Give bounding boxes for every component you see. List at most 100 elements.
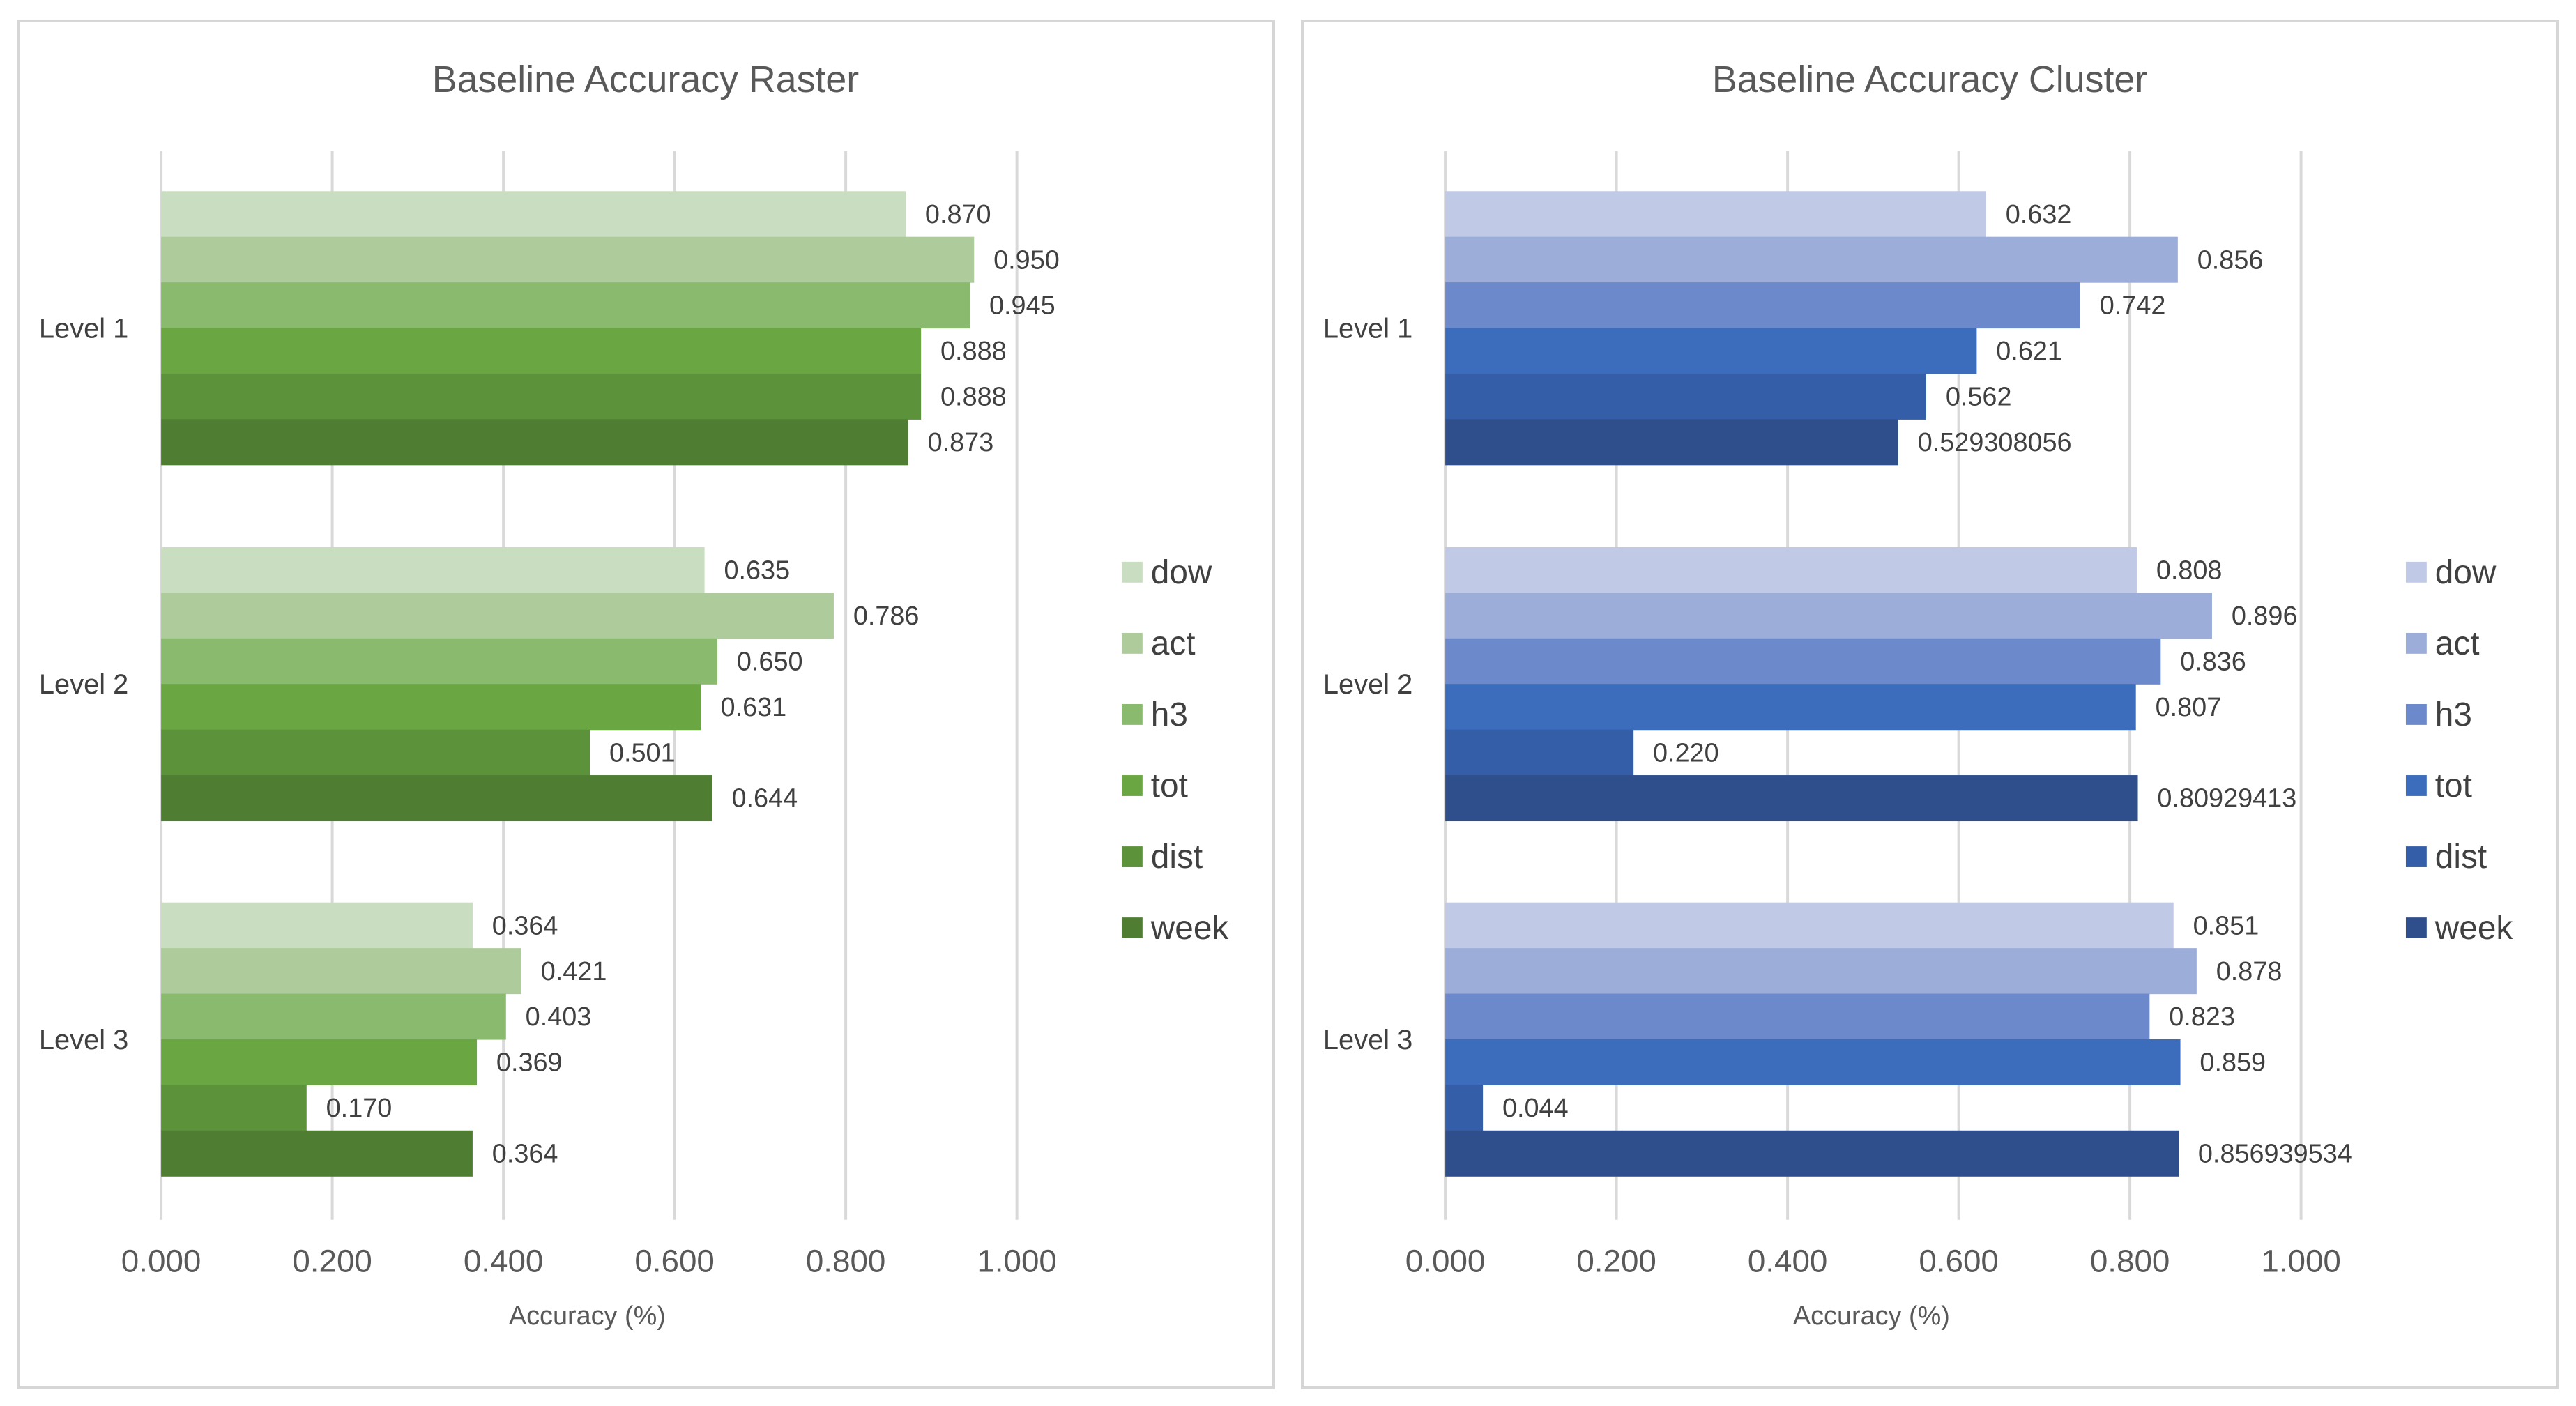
legend-label: dow: [2435, 554, 2497, 591]
data-label: 0.856: [2197, 245, 2264, 275]
bar-dist: [161, 729, 590, 776]
x-tick-label: 0.000: [1405, 1243, 1486, 1278]
category-label: Level 3: [39, 1025, 128, 1055]
data-label: 0.364: [492, 911, 558, 940]
bar-week: [161, 775, 712, 822]
bar-dow: [1445, 902, 2174, 949]
x-tick-label: 0.200: [1576, 1243, 1656, 1278]
data-label: 0.878: [2216, 957, 2282, 986]
bar-act: [1445, 948, 2197, 995]
x-tick-label: 0.400: [1748, 1243, 1828, 1278]
bar-tot: [161, 684, 701, 731]
data-label: 0.873: [928, 428, 994, 457]
bar-dist: [1445, 1085, 1484, 1131]
legend-swatch-week: [2405, 917, 2427, 939]
data-label: 0.870: [925, 200, 991, 229]
data-label: 0.950: [993, 245, 1060, 275]
bar-dow: [1445, 191, 1986, 238]
chart-title: Baseline Accuracy Raster: [432, 59, 859, 100]
data-label: 0.364: [492, 1139, 558, 1168]
bar-tot: [161, 1039, 478, 1085]
bar-h3: [1445, 993, 2150, 1040]
bar-dow: [161, 902, 473, 949]
legend-label: h3: [2435, 696, 2472, 733]
bar-h3: [1445, 282, 2080, 329]
legend-label: dist: [2435, 839, 2487, 876]
bar-act: [161, 948, 521, 995]
x-tick-label: 1.000: [2261, 1243, 2341, 1278]
x-tick-label: 0.800: [806, 1243, 886, 1278]
data-label: 0.856939534: [2198, 1139, 2352, 1168]
bar-tot: [1445, 328, 1977, 374]
legend-label: week: [2434, 910, 2513, 947]
data-label: 0.823: [2169, 1002, 2235, 1032]
bar-h3: [161, 638, 717, 685]
data-label: 0.888: [940, 337, 1007, 366]
category-label: Level 1: [1323, 313, 1412, 344]
data-label: 0.369: [496, 1048, 563, 1078]
data-label: 0.836: [2180, 647, 2246, 676]
legend-label: act: [1151, 625, 1196, 662]
data-label: 0.80929413: [2157, 784, 2296, 813]
category-label: Level 3: [1323, 1025, 1412, 1055]
data-label: 0.859: [2200, 1048, 2266, 1078]
bar-tot: [1445, 684, 2136, 731]
bar-tot: [161, 328, 922, 374]
bar-act: [1445, 593, 2212, 639]
legend-swatch-act: [2405, 632, 2427, 654]
data-label: 0.529308056: [1918, 428, 2072, 457]
bar-tot: [1445, 1039, 2181, 1085]
bar-dist: [1445, 729, 1634, 776]
x-tick-label: 0.600: [634, 1243, 715, 1278]
cluster-chart-panel: Baseline Accuracy Cluster 0.000 0.200 0.400…: [1301, 20, 2559, 1389]
data-label: 0.044: [1502, 1094, 1569, 1123]
legend-swatch-dow: [2405, 561, 2427, 583]
x-tick-label: 0.600: [1919, 1243, 1999, 1278]
data-label: 0.621: [1996, 337, 2062, 366]
data-label: 0.631: [721, 693, 787, 722]
x-tick-label: 0.400: [464, 1243, 544, 1278]
data-label: 0.635: [724, 556, 790, 586]
data-label: 0.786: [853, 602, 920, 631]
bar-dist: [161, 373, 922, 420]
legend-label: h3: [1151, 696, 1188, 733]
legend-label: dist: [1151, 839, 1203, 876]
bar-act: [1445, 236, 2178, 283]
bar-act: [161, 593, 834, 639]
cluster-chart: Baseline Accuracy Cluster 0.000 0.200 0.400…: [1323, 59, 2513, 1331]
data-label: 0.403: [526, 1002, 592, 1032]
bar-week: [161, 1130, 473, 1177]
data-label: 0.421: [541, 957, 607, 986]
data-label: 0.807: [2156, 693, 2222, 722]
legend-swatch-h3: [2405, 704, 2427, 725]
legend-swatch-tot: [1121, 775, 1143, 796]
bar-dist: [161, 1085, 307, 1131]
bar-dist: [1445, 373, 1926, 420]
bar-h3: [161, 282, 970, 329]
category-label: Level 1: [39, 313, 128, 344]
chart-title: Baseline Accuracy Cluster: [1712, 59, 2147, 100]
data-label: 0.808: [2156, 556, 2223, 586]
legend-swatch-act: [1121, 632, 1143, 654]
legend-swatch-dist: [1121, 846, 1143, 867]
legend-label: week: [1150, 910, 1229, 947]
x-tick-label: 1.000: [977, 1243, 1057, 1278]
bar-week: [1445, 1130, 2179, 1177]
legend-swatch-week: [1121, 917, 1143, 939]
bar-week: [1445, 775, 2138, 822]
x-axis-title: Accuracy (%): [509, 1301, 666, 1331]
data-label: 0.650: [737, 647, 803, 676]
legend-label: act: [2435, 625, 2480, 662]
data-label: 0.501: [609, 738, 676, 767]
raster-chart: Baseline Accuracy Raster 0.000 0.200 0.400 0…: [39, 59, 1229, 1331]
data-label: 0.632: [2006, 200, 2072, 229]
bar-dow: [1445, 547, 2137, 594]
data-label: 0.742: [2100, 291, 2166, 321]
x-tick-label: 0.800: [2090, 1243, 2170, 1278]
x-axis-title: Accuracy (%): [1793, 1301, 1950, 1331]
data-label: 0.888: [940, 383, 1007, 412]
bar-h3: [1445, 638, 2161, 685]
bar-week: [1445, 419, 1898, 466]
legend-label: dow: [1151, 554, 1212, 591]
bar-dow: [161, 191, 906, 238]
